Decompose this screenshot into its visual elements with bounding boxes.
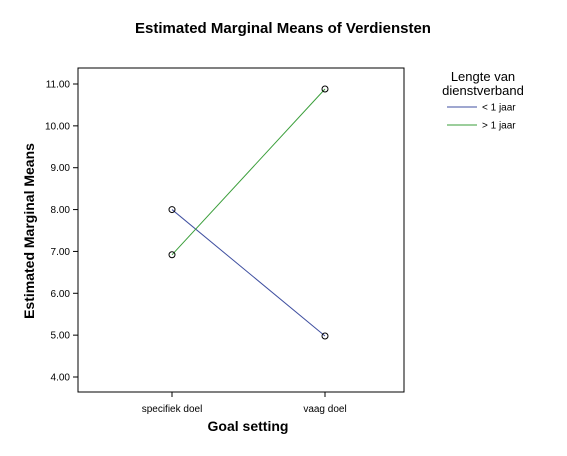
legend-label: > 1 jaar	[482, 121, 516, 132]
legend-label: < 1 jaar	[482, 103, 516, 114]
plot-frame	[77, 67, 405, 393]
series-line-1	[171, 209, 326, 337]
y-axis: 4.00 5.00 6.00 7.00 8.00 9.00 10.00 11.00	[45, 80, 78, 384]
legend: Lengte van dienstverband < 1 jaar > 1 jaa…	[442, 69, 524, 132]
x-axis-title: Goal setting	[208, 418, 289, 434]
series-points	[168, 85, 329, 340]
y-tick-label: 5.00	[51, 331, 71, 342]
y-tick-label: 10.00	[45, 121, 70, 132]
series-line-2	[171, 88, 326, 256]
legend-title-line-2: dienstverband	[442, 83, 524, 98]
y-tick-label: 8.00	[51, 205, 71, 216]
x-tick-label: specifiek doel	[142, 404, 203, 415]
chart-title: Estimated Marginal Means of Verdiensten	[135, 20, 431, 37]
y-tick-label: 11.00	[46, 80, 71, 91]
data-point	[321, 332, 329, 340]
y-tick-label: 6.00	[51, 289, 71, 300]
data-point	[321, 85, 329, 93]
y-axis-title: Estimated Marginal Means	[21, 143, 37, 319]
legend-title-line-1: Lengte van	[451, 69, 515, 84]
y-tick-label: 7.00	[51, 247, 71, 258]
y-tick-label: 9.00	[51, 163, 71, 174]
data-point	[168, 251, 176, 259]
y-tick-label: 4.00	[51, 373, 71, 384]
data-point	[168, 206, 176, 214]
x-tick-label: vaag doel	[303, 404, 346, 415]
legend-items: < 1 jaar > 1 jaar	[447, 103, 516, 132]
x-axis: specifiek doel vaag doel	[142, 392, 347, 415]
series-lines	[171, 88, 326, 337]
